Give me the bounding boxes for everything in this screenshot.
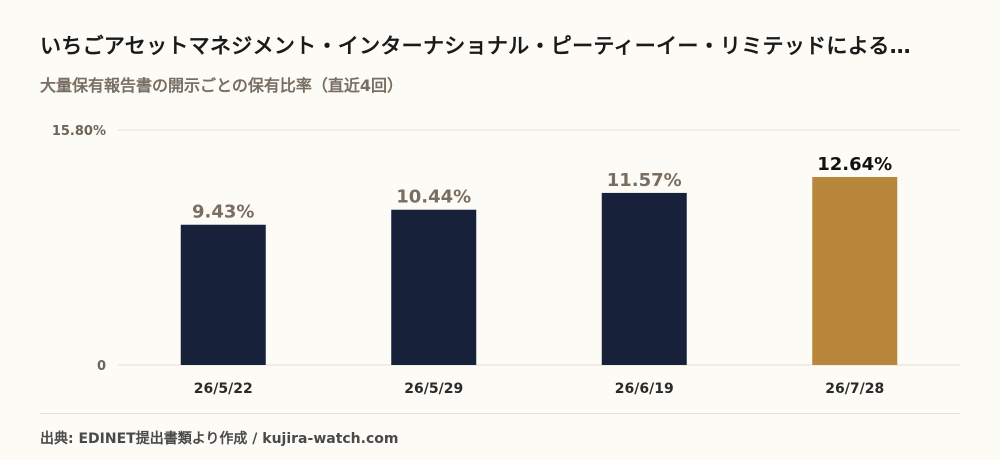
chart-subtitle: 大量保有報告書の開示ごとの保有比率（直近4回） <box>40 76 403 95</box>
x-tick-label: 26/5/29 <box>404 381 463 397</box>
data-label: 11.57% <box>607 170 682 191</box>
data-label: 12.64% <box>817 154 892 175</box>
data-label: 10.44% <box>396 187 471 208</box>
x-tick-label: 26/6/19 <box>615 381 674 397</box>
bar <box>391 209 477 365</box>
bar <box>812 177 898 365</box>
bar <box>180 224 266 365</box>
x-tick-label: 26/5/22 <box>194 381 253 397</box>
y-tick-label: 0 <box>97 359 106 374</box>
footer-divider <box>40 413 960 414</box>
bar <box>601 192 687 365</box>
y-tick-label: 15.80% <box>52 124 106 139</box>
source-note: 出典: EDINET提出書類より作成 / kujira-watch.com <box>40 431 399 447</box>
data-label: 9.43% <box>192 202 254 223</box>
x-tick-label: 26/7/28 <box>825 381 884 397</box>
